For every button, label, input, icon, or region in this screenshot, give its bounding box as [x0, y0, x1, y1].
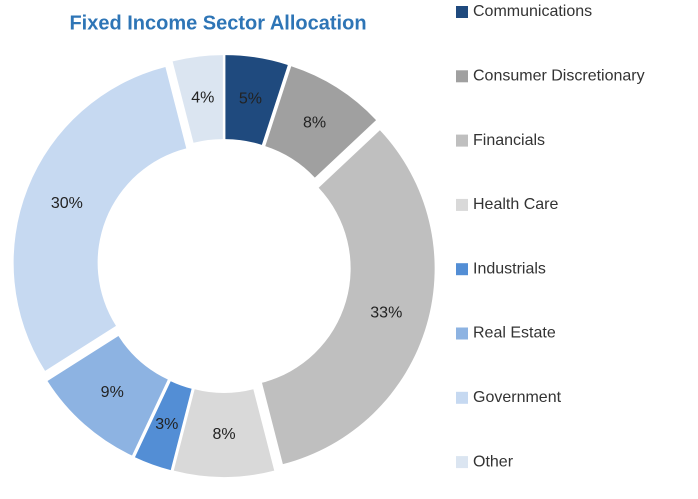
legend-label: Other: [473, 453, 514, 470]
data-label: 30%: [51, 195, 83, 212]
legend-label: Real Estate: [473, 325, 556, 342]
legend-swatch: [456, 70, 468, 83]
legend-swatch: [456, 456, 468, 469]
donut-slice: [134, 381, 192, 471]
legend-swatch: [456, 327, 468, 340]
legend-label: Government: [473, 389, 562, 406]
donut-slice: [13, 67, 187, 371]
data-label: 4%: [191, 90, 214, 107]
legend-label: Health Care: [473, 196, 558, 213]
legend-label: Communications: [473, 3, 592, 20]
data-label: 8%: [303, 115, 326, 132]
donut-slice: [47, 335, 168, 456]
legend-label: Industrials: [473, 260, 546, 277]
legend-swatch: [456, 134, 468, 147]
donut-slice: [173, 389, 275, 478]
donut-slice: [225, 55, 288, 145]
legend-swatch: [456, 198, 468, 211]
data-label: 8%: [212, 426, 235, 443]
donut-slice: [265, 66, 377, 178]
data-label: 5%: [239, 90, 262, 107]
legend-swatch: [456, 391, 468, 404]
data-label: 3%: [155, 416, 178, 433]
legend-swatch: [456, 6, 468, 18]
data-label: 9%: [101, 384, 124, 401]
chart-title: Fixed Income Sector Allocation: [69, 12, 366, 34]
data-label: 33%: [370, 304, 402, 321]
donut-slice: [261, 130, 435, 465]
donut-slice: [172, 55, 223, 143]
legend-label: Financials: [473, 132, 545, 149]
legend-label: Consumer Discretionary: [473, 68, 645, 85]
legend-swatch: [456, 263, 468, 276]
